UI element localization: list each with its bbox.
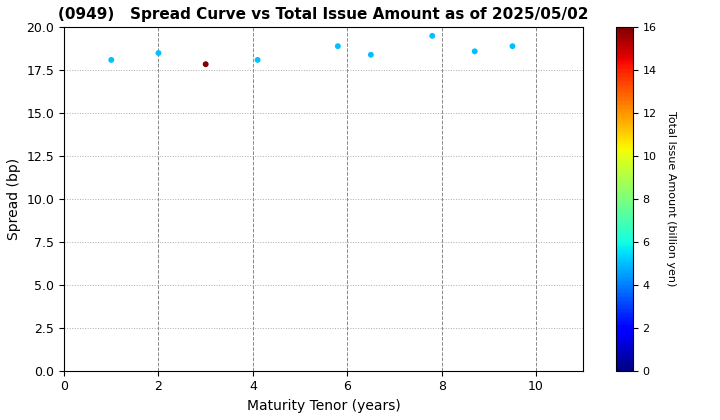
Point (426, 32, 438, 39)
Point (332, 43, 343, 50)
Point (200, 61, 212, 68)
Point (469, 48, 480, 55)
Y-axis label: Spread (bp): Spread (bp) (7, 158, 21, 240)
Point (153, 50, 164, 56)
X-axis label: Maturity Tenor (years): Maturity Tenor (years) (247, 399, 400, 413)
Point (252, 57, 264, 63)
Title: (0949)   Spread Curve vs Total Issue Amount as of 2025/05/02: (0949) Spread Curve vs Total Issue Amoun… (58, 7, 589, 22)
Point (507, 43, 518, 50)
Point (365, 51, 377, 58)
Y-axis label: Total Issue Amount (billion yen): Total Issue Amount (billion yen) (666, 111, 676, 287)
Point (106, 57, 117, 63)
